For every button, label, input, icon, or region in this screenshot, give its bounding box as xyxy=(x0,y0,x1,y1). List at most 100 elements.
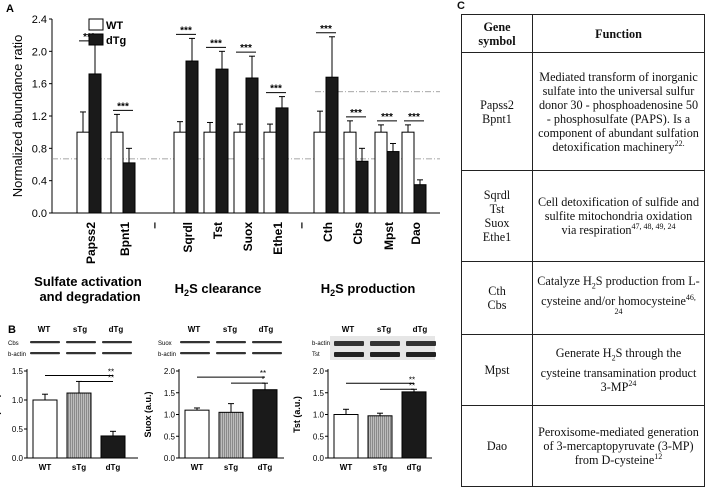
function-cell: Mediated transform of inorganic sulfate … xyxy=(532,52,705,171)
blot-lane-label: sTg xyxy=(73,325,87,334)
blot-band xyxy=(66,352,96,355)
a-x-tick-label: – xyxy=(147,222,161,229)
b-bar xyxy=(367,415,393,459)
a-y-tick-label: 1.2 xyxy=(32,111,47,123)
b-y-tick-label: 0.5 xyxy=(164,432,176,441)
blot-lane-label: WT xyxy=(188,325,201,334)
table-row: Sqrdl Tst Suox Ethe1 Cell detoxification of … xyxy=(461,170,705,262)
a-bar-wt xyxy=(76,131,90,214)
blot-band xyxy=(406,352,436,357)
a-y-tick-label: 1.6 xyxy=(32,79,47,91)
reference-superscript: 47, 48, 49, 24 xyxy=(631,221,676,231)
blot-band xyxy=(370,341,400,346)
b-bar xyxy=(100,435,126,459)
a-significance-label: *** xyxy=(320,24,332,35)
blot-lane-label: dTg xyxy=(259,325,274,334)
a-bar-dtg xyxy=(413,184,427,214)
a-x-tick-label: Suox xyxy=(241,222,255,252)
header-function: Function xyxy=(532,14,705,53)
a-y-tick-label: 2.4 xyxy=(32,14,47,26)
b-y-tick-label: 0.0 xyxy=(12,454,24,463)
function-text: Mediated transform of inorganic sulfate … xyxy=(538,69,699,154)
b-y-tick-label: 0.0 xyxy=(164,454,176,463)
gene-symbol-text: Papss2 Bpnt1 xyxy=(480,97,514,126)
blot-lane-label: dTg xyxy=(109,325,124,334)
a-bar-dtg xyxy=(185,60,199,214)
b-significance-label: ** xyxy=(409,381,415,390)
b-significance-label: ** xyxy=(409,375,415,384)
legend-label-dtg: dTg xyxy=(106,35,126,47)
gene-symbol-cell: Sqrdl Tst Suox Ethe1 xyxy=(461,170,533,262)
b-significance-label: ** xyxy=(108,367,114,376)
blot-row-label: b-actin xyxy=(312,341,330,347)
a-bar-wt xyxy=(374,131,388,214)
reference-superscript: 46, 24 xyxy=(614,292,696,316)
b-y-axis-label: Suox (a.u.) xyxy=(143,391,153,437)
a-x-tick-label: Sqrdl xyxy=(181,222,195,253)
b-bar xyxy=(32,399,58,459)
a-x-tick-label: Bpnt1 xyxy=(118,222,132,256)
a-bar-dtg xyxy=(355,160,369,214)
b-y-tick-label: 1.0 xyxy=(12,396,24,405)
b-y-tick-label: 0.5 xyxy=(313,432,325,441)
panel-a-label: A xyxy=(6,3,14,15)
a-significance-label: *** xyxy=(270,84,282,95)
b-bar xyxy=(184,409,210,459)
a-x-tick-label: Dao xyxy=(409,222,423,245)
gene-symbol-cell: Dao xyxy=(461,405,533,487)
blot-band xyxy=(102,352,132,355)
a-significance-label: *** xyxy=(350,108,362,119)
b-y-tick-label: 2.0 xyxy=(164,367,176,376)
b-significance-label: ** xyxy=(260,369,266,378)
a-bar-wt xyxy=(110,131,124,214)
blot-band xyxy=(370,352,400,357)
gene-symbol-cell: Cth Cbs xyxy=(461,261,533,335)
a-y-tick-label: 2.0 xyxy=(32,46,47,58)
a-y-tick-label: 0.4 xyxy=(32,176,47,188)
gene-function-table: Gene symbol Function Papss2 Bpnt1 Mediated… xyxy=(461,14,705,487)
chart-b-cbs: WT sTg dTg Cbs b-actin 0.0 0.5 1.0 1.5 Cbs (a.u.)… xyxy=(0,325,138,472)
a-x-tick-label: Mpst xyxy=(382,222,396,250)
table-header-row: Gene symbol Function xyxy=(461,14,705,53)
table-row: Papss2 Bpnt1 Mediated transform of inorgan… xyxy=(461,52,705,171)
b-y-tick-label: 1.5 xyxy=(12,367,24,376)
b-x-tick-label: WT xyxy=(191,463,204,472)
function-text: Generate H2S through the cysteine transa… xyxy=(540,346,697,394)
panel-c: C Gene symbol Function Papss2 Bpnt1 Mediat… xyxy=(456,0,709,487)
group-label-sulfate: Sulfate activation and degradation xyxy=(34,274,142,304)
a-y-tick-label: 0.0 xyxy=(32,208,47,220)
a-bar-dtg xyxy=(275,107,289,214)
blot-band xyxy=(252,352,282,355)
b-y-axis-label: Tst (a.u.) xyxy=(292,396,302,433)
blot-row-label: Suox xyxy=(158,341,172,347)
blot-lane-label: dTg xyxy=(413,325,428,334)
a-bar-dtg xyxy=(386,151,400,214)
b-y-tick-label: 1.5 xyxy=(313,389,325,398)
a-bar-wt xyxy=(401,131,415,214)
legend-swatch-wt xyxy=(88,18,104,31)
blot-band xyxy=(30,352,60,355)
function-cell: Cell detoxification of sulfide and sulfi… xyxy=(532,170,705,262)
blot-lane-label: WT xyxy=(342,325,355,334)
b-x-tick-label: sTg xyxy=(72,463,86,472)
gene-symbol-cell: Mpst xyxy=(461,334,533,406)
group-label-production: H2S production xyxy=(321,281,416,298)
gene-symbol-text: Dao xyxy=(486,439,508,453)
a-bar-dtg xyxy=(88,73,102,214)
b-bar xyxy=(333,414,359,459)
blot-row-label: Cbs xyxy=(8,341,19,347)
blot-band xyxy=(66,341,96,344)
blot-band xyxy=(406,341,436,346)
b-bar xyxy=(218,411,244,459)
b-y-tick-label: 1.0 xyxy=(313,411,325,420)
gene-symbol-text: Mpst xyxy=(484,363,510,377)
a-bar-wt xyxy=(263,131,277,214)
b-x-tick-label: WT xyxy=(340,463,353,472)
reference-superscript: 12 xyxy=(654,451,663,461)
legend-label-wt: WT xyxy=(106,20,123,32)
blot-band xyxy=(252,341,282,344)
function-cell: Peroxisome-mediated generation of 3-merc… xyxy=(532,405,705,487)
blot-row-label: b-actin xyxy=(158,352,176,358)
a-x-tick-label: Cth xyxy=(321,222,335,242)
blot-lane-label: sTg xyxy=(377,325,391,334)
